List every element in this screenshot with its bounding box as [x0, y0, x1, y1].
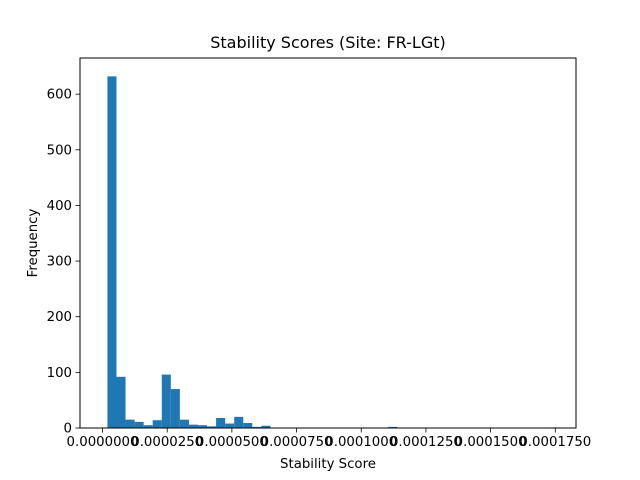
- histogram-bar: [261, 425, 271, 428]
- histogram-bar: [134, 421, 144, 428]
- histogram-bar: [388, 426, 398, 428]
- x-tick-label: 0.0001250: [390, 435, 462, 450]
- histogram-bar: [234, 416, 244, 428]
- y-tick-label: 500: [47, 143, 72, 158]
- histogram-bar: [116, 376, 126, 428]
- y-axis: 0 100 200 300 400 500 600: [47, 88, 80, 437]
- histogram-bar: [252, 426, 262, 428]
- histogram-bar: [243, 422, 253, 428]
- histogram-bar: [125, 419, 135, 428]
- y-tick-label: 100: [47, 366, 72, 381]
- y-tick-label: 0: [64, 422, 72, 437]
- x-tick-label: 0.0000250: [131, 435, 203, 450]
- histogram-bar: [179, 419, 189, 428]
- histogram-bar: [188, 424, 198, 428]
- histogram-bar: [161, 374, 171, 428]
- plot-frame: [79, 57, 577, 429]
- bars-group: [107, 76, 561, 428]
- x-tick-label: 0.0000500: [196, 435, 268, 450]
- histogram-bar: [197, 425, 208, 428]
- histogram-bar: [216, 417, 226, 428]
- histogram-bar: [107, 76, 117, 428]
- y-tick-label: 400: [47, 199, 72, 214]
- x-tick-label: 0.0000000: [67, 435, 139, 450]
- chart-title: Stability Scores (Site: FR-LGt): [210, 33, 446, 52]
- histogram-bar: [225, 423, 235, 428]
- x-tick-label: 0.0001500: [455, 435, 527, 450]
- histogram-bar: [143, 425, 153, 428]
- x-tick-label: 0.0001000: [325, 435, 397, 450]
- y-tick-label: 300: [47, 255, 72, 270]
- y-tick-label: 200: [47, 310, 72, 325]
- y-axis-label: Frequency: [26, 209, 41, 278]
- y-tick-label: 600: [47, 88, 72, 103]
- x-axis-label: Stability Score: [280, 457, 376, 472]
- x-tick-label: 0.0000750: [261, 435, 333, 450]
- histogram-bar: [152, 420, 162, 428]
- histogram-bar: [170, 389, 180, 428]
- histogram-bar: [207, 426, 217, 428]
- x-axis: 0.00000000.00002500.00005000.00007500.00…: [67, 428, 591, 450]
- x-tick-label: 0.0001750: [519, 435, 591, 450]
